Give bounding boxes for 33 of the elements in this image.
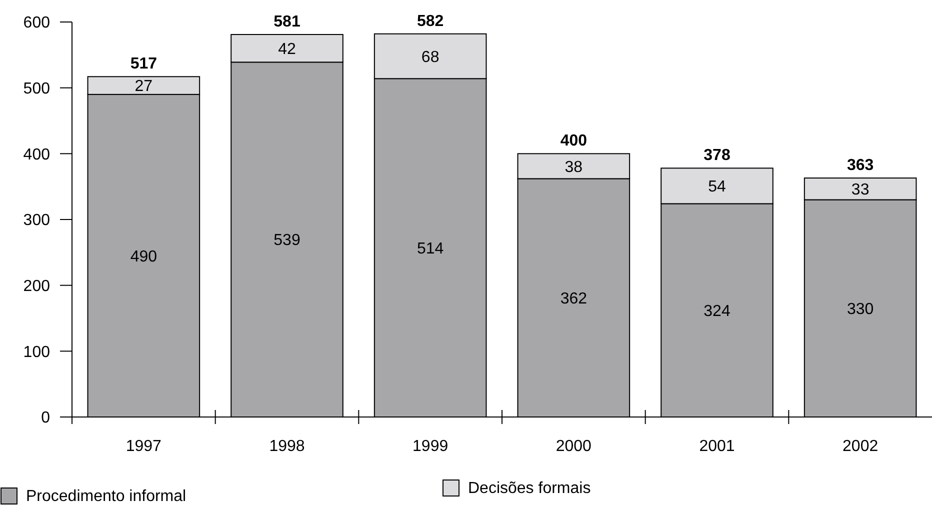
data-label: 539 bbox=[274, 232, 300, 250]
total-label: 581 bbox=[274, 14, 300, 31]
y-tick-label: 500 bbox=[23, 80, 50, 98]
data-label: 490 bbox=[130, 248, 158, 266]
y-tick-label: 100 bbox=[23, 344, 50, 361]
total-label: 400 bbox=[560, 132, 588, 150]
data-label: 27 bbox=[134, 78, 153, 96]
y-tick-label: 600 bbox=[23, 14, 50, 32]
x-tick-label: 2001 bbox=[699, 438, 735, 455]
y-tick-label: 400 bbox=[23, 146, 50, 164]
legend-label: Procedimento informal bbox=[26, 488, 186, 505]
x-tick-label: 2002 bbox=[842, 438, 878, 455]
data-label: 38 bbox=[564, 158, 583, 176]
legend-label: Decisões formais bbox=[468, 480, 591, 497]
total-label: 363 bbox=[846, 157, 874, 174]
data-label: 362 bbox=[560, 290, 588, 308]
data-label: 33 bbox=[851, 181, 870, 198]
y-tick-label: 300 bbox=[23, 212, 50, 230]
data-label: 54 bbox=[708, 178, 726, 196]
total-label: 378 bbox=[704, 147, 730, 164]
data-label: 514 bbox=[416, 240, 444, 258]
x-tick-label: 1997 bbox=[126, 438, 162, 455]
data-label: 68 bbox=[421, 48, 440, 66]
data-label: 324 bbox=[704, 302, 730, 320]
data-label: 42 bbox=[278, 40, 296, 58]
data-label: 330 bbox=[846, 300, 874, 318]
y-tick-label: 0 bbox=[41, 410, 50, 427]
total-label: 517 bbox=[130, 56, 158, 73]
x-tick-label: 1998 bbox=[269, 438, 305, 455]
y-tick-label: 200 bbox=[23, 278, 50, 295]
total-label: 582 bbox=[416, 12, 444, 30]
x-tick-label: 1999 bbox=[412, 438, 448, 455]
x-tick-label: 2000 bbox=[556, 438, 592, 455]
